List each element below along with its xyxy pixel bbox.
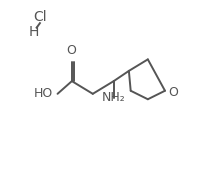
Text: NH₂: NH₂ bbox=[102, 91, 126, 104]
Text: Cl: Cl bbox=[33, 10, 47, 24]
Text: O: O bbox=[66, 44, 76, 57]
Text: H: H bbox=[29, 25, 39, 39]
Text: O: O bbox=[168, 86, 178, 99]
Text: HO: HO bbox=[34, 87, 53, 100]
